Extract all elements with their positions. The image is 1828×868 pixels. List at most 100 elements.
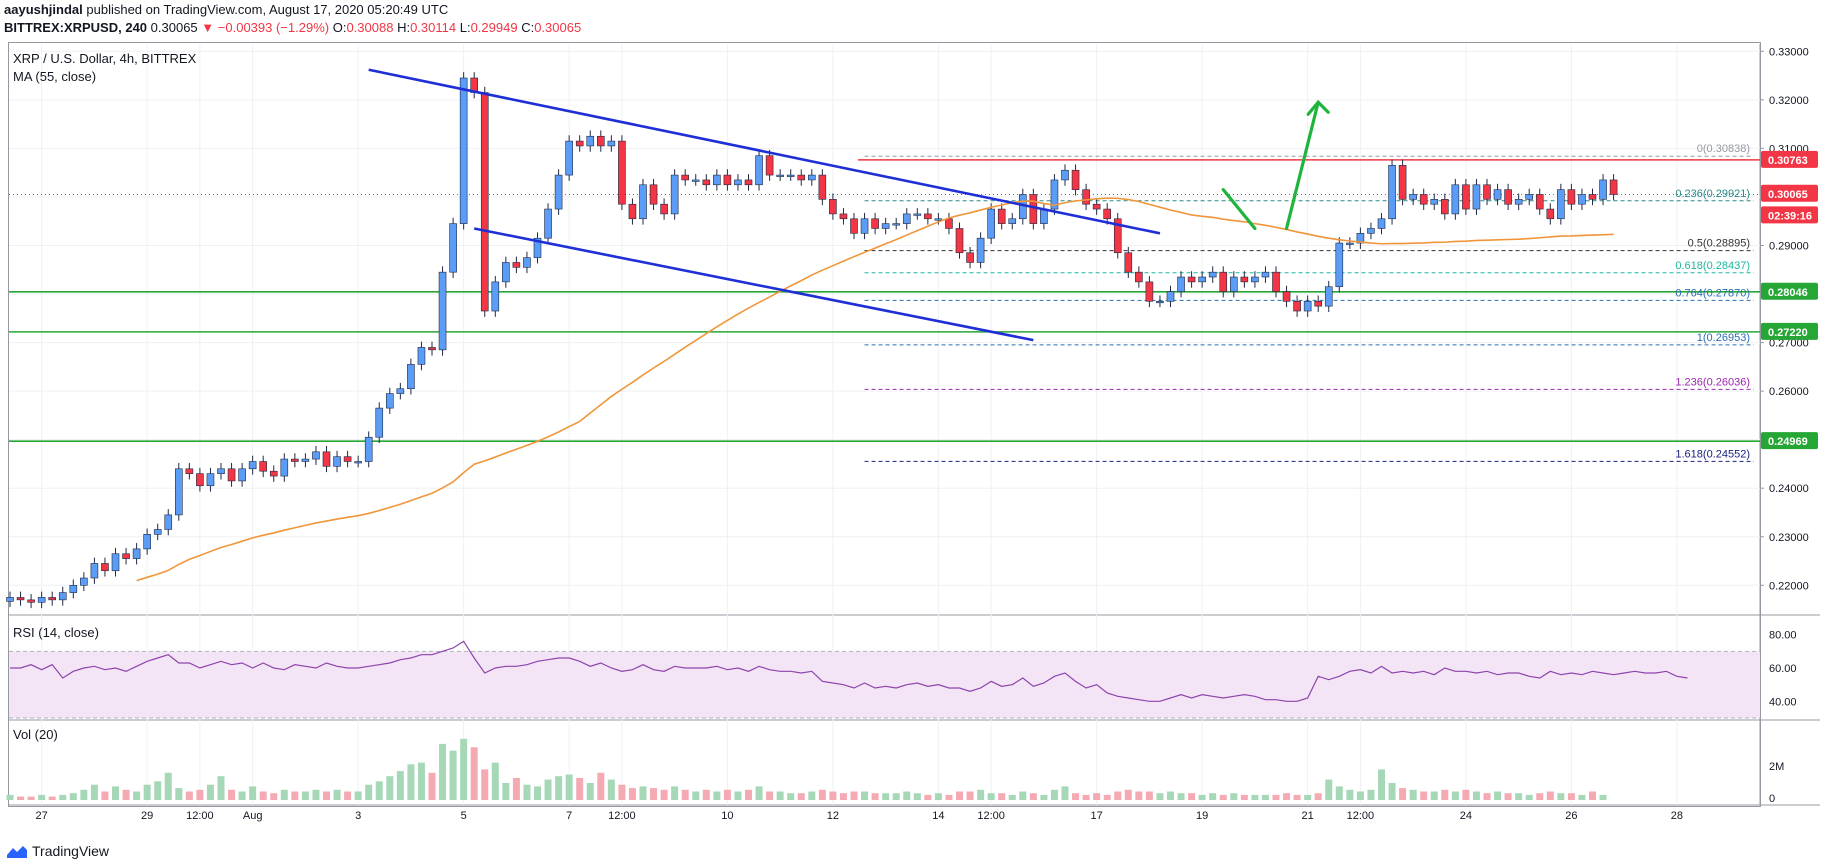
time-tick-label: 24 — [1460, 810, 1472, 822]
volume-bar — [671, 786, 679, 800]
volume-bar — [460, 738, 468, 800]
candle-body — [1208, 271, 1217, 278]
candle-body — [80, 577, 88, 586]
candle-body — [966, 252, 974, 263]
candle-body — [934, 218, 943, 221]
candle-body — [364, 436, 373, 462]
price-axis-tag-label: 0.30763 — [1768, 155, 1808, 167]
volume-bar — [312, 789, 320, 800]
price-axis-tag — [1761, 206, 1818, 224]
candle-body — [681, 174, 690, 181]
candle-body — [1145, 281, 1154, 302]
price-axis-tag-label: 0.28046 — [1768, 287, 1808, 299]
volume-bar — [1304, 794, 1312, 800]
candle-body — [259, 461, 268, 472]
candle-body — [491, 281, 500, 312]
volume-bar — [1472, 791, 1480, 800]
candle-body — [976, 237, 985, 263]
volume-bar — [259, 791, 267, 800]
fib-level-label: 0.5(0.28895) — [1688, 238, 1750, 250]
candle-body — [227, 468, 236, 482]
candle-body — [132, 548, 141, 559]
candle-body — [628, 203, 637, 220]
candle-body — [807, 174, 816, 181]
candle-body — [322, 451, 331, 467]
time-tick-label: 12:00 — [608, 810, 636, 822]
volume-bar — [375, 781, 383, 800]
price-axis-tag — [1761, 150, 1818, 168]
price-axis-tag-label: 02:39:16 — [1768, 210, 1812, 222]
candle-body — [1135, 271, 1143, 283]
volume-bar — [428, 772, 436, 800]
candle-body — [586, 135, 595, 147]
candle-body — [776, 174, 784, 177]
volume-bar — [1156, 793, 1164, 800]
candle-body — [375, 407, 384, 438]
author-name[interactable]: aayushjindal — [4, 2, 83, 17]
candle-body — [1240, 276, 1249, 283]
time-tick-label: 12:00 — [977, 810, 1005, 822]
candle-body — [818, 174, 827, 200]
time-tick-label: 5 — [461, 810, 467, 822]
candle-body — [744, 179, 753, 186]
volume-bar — [154, 781, 162, 800]
candle-body — [1113, 218, 1122, 254]
low-value: 0.29949 — [470, 20, 518, 35]
volume-bar — [1093, 793, 1101, 800]
volume-bar — [344, 791, 352, 800]
candle-body — [881, 223, 890, 229]
candle-body — [1008, 218, 1017, 224]
volume-bar — [797, 793, 805, 800]
volume-bar — [745, 789, 752, 800]
time-tick-label: 12 — [827, 810, 839, 822]
volume-bar — [1177, 793, 1185, 800]
volume-bar — [417, 762, 425, 800]
volume-bar — [238, 791, 246, 800]
volume-bar — [702, 789, 710, 800]
volume-bar — [1114, 791, 1122, 800]
candle-body — [90, 563, 99, 579]
candle-body — [1040, 208, 1048, 224]
candle-body — [1609, 179, 1618, 195]
volume-bar — [59, 794, 67, 800]
volume-bar — [1599, 794, 1607, 800]
candle-body — [734, 179, 742, 186]
volume-bar — [1103, 794, 1111, 800]
candle-body — [871, 218, 879, 229]
candle-body — [639, 184, 647, 220]
volume-bar — [1399, 788, 1407, 800]
volume-bar — [618, 784, 626, 800]
time-tick-label: 12:00 — [1347, 810, 1375, 822]
fib-level-label: 0(0.30838) — [1697, 143, 1750, 155]
volume-bar — [17, 796, 25, 800]
price-axis-tag-label: 0.24969 — [1768, 436, 1808, 448]
candle-body — [1261, 271, 1270, 278]
volume-legend: Vol (20) — [13, 727, 58, 742]
volume-bar — [1567, 793, 1575, 800]
channel-lower-line — [473, 227, 1034, 342]
candle-body — [185, 468, 194, 474]
volume-bar — [913, 793, 921, 800]
candle-body — [1156, 300, 1164, 304]
candle-body — [786, 174, 795, 177]
candle-body — [765, 155, 774, 176]
open-label: O: — [332, 20, 347, 35]
volume-bar — [1504, 793, 1512, 800]
price-axis-tag-label: 0.27220 — [1768, 327, 1808, 339]
candle-body — [396, 388, 405, 394]
volume-bar — [1261, 794, 1269, 800]
candle-body — [122, 553, 130, 559]
volume-bar — [1525, 794, 1533, 800]
volume-bar — [650, 788, 658, 800]
rsi-level-label: 60.00 — [1769, 663, 1797, 675]
volume-bar — [818, 789, 826, 800]
candle-body — [924, 213, 932, 220]
volume-bar — [808, 791, 816, 800]
candle-body — [691, 179, 700, 182]
candle-body — [1546, 208, 1555, 220]
trend-arrow — [1221, 188, 1257, 231]
price-tick-label: 0.33000 — [1769, 46, 1809, 58]
volume-bar — [1441, 789, 1449, 800]
volume-bar — [280, 789, 288, 800]
